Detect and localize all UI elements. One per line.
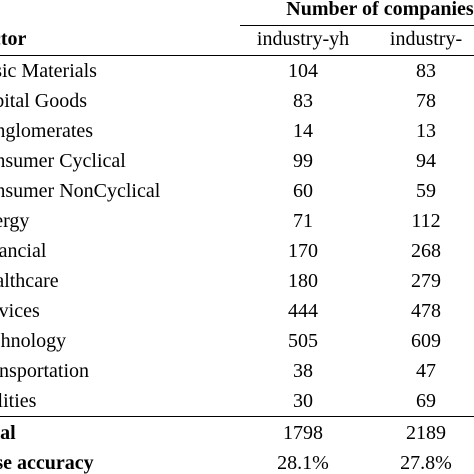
- industry-yh-count: 104: [288, 60, 318, 82]
- total-industry-yh: 1798: [283, 422, 323, 444]
- column-header-industry-other: industry-: [389, 28, 463, 50]
- table-row: Consumer Cyclical 99 94: [0, 146, 474, 176]
- sector-name: Financial: [0, 240, 47, 262]
- industry-other-count: 13: [416, 120, 436, 142]
- table-row: Transportation 38 47: [0, 356, 474, 386]
- industry-other-count: 478: [411, 300, 441, 322]
- sector-name: Conglomerates: [0, 120, 94, 142]
- industry-other-count: 94: [416, 150, 436, 172]
- sector-name: Capital Goods: [0, 90, 87, 112]
- base-accuracy-row: Base accuracy 28.1% 27.8%: [0, 448, 474, 474]
- total-top-rule: [0, 416, 474, 417]
- industry-yh-count: 505: [288, 330, 318, 352]
- table-row: Capital Goods 83 78: [0, 86, 474, 116]
- industry-yh-count: 170: [288, 240, 318, 262]
- industry-yh-count: 60: [293, 180, 313, 202]
- total-row: Total 1798 2189: [0, 418, 474, 448]
- group-header-number-of-companies: Number of companies: [286, 0, 474, 20]
- total-label: Total: [0, 422, 16, 444]
- industry-other-count: 112: [411, 210, 441, 232]
- total-industry-other: 2189: [406, 422, 446, 444]
- industry-yh-count: 71: [293, 210, 313, 232]
- industry-other-count: 59: [416, 180, 436, 202]
- sector-name: Energy: [0, 210, 30, 232]
- table-row: Financial 170 268: [0, 236, 474, 266]
- column-header-industry-yh: industry-yh: [256, 28, 350, 50]
- sector-name: Consumer NonCyclical: [0, 180, 161, 202]
- table-row: Technology 505 609: [0, 326, 474, 356]
- industry-other-count: 268: [411, 240, 441, 262]
- table-row: Services 444 478: [0, 296, 474, 326]
- sector-name: Consumer Cyclical: [0, 150, 126, 172]
- industry-yh-count: 14: [293, 120, 313, 142]
- base-accuracy-label: Base accuracy: [0, 452, 94, 474]
- table-row: Energy 71 112: [0, 206, 474, 236]
- industry-yh-count: 444: [288, 300, 318, 322]
- group-header-rule: [240, 25, 474, 26]
- column-header-sector: Sector: [0, 28, 27, 50]
- industry-other-count: 609: [411, 330, 441, 352]
- table-row: Conglomerates 14 13: [0, 116, 474, 146]
- industry-yh-count: 38: [293, 360, 313, 382]
- industry-yh-count: 83: [293, 90, 313, 112]
- column-header-row: Sector industry-yh industry-: [0, 24, 474, 54]
- table-row: Basic Materials 104 83: [0, 56, 474, 86]
- sector-name: Healthcare: [0, 270, 59, 292]
- sector-name: Services: [0, 300, 40, 322]
- table-row: Utilities 30 69: [0, 386, 474, 416]
- industry-yh-count: 30: [293, 390, 313, 412]
- sector-name: Technology: [0, 330, 67, 352]
- industry-other-count: 279: [411, 270, 441, 292]
- industry-yh-count: 99: [293, 150, 313, 172]
- industry-other-count: 69: [416, 390, 436, 412]
- sector-name: Transportation: [0, 360, 90, 382]
- industry-other-count: 47: [416, 360, 436, 382]
- industry-other-count: 83: [416, 60, 436, 82]
- industry-other-count: 78: [416, 90, 436, 112]
- sector-name: Utilities: [0, 390, 37, 412]
- base-accuracy-industry-other: 27.8%: [400, 452, 452, 474]
- header-bottom-rule: [0, 55, 474, 56]
- industry-yh-count: 180: [288, 270, 318, 292]
- sector-name: Basic Materials: [0, 60, 97, 82]
- table-row: Healthcare 180 279: [0, 266, 474, 296]
- base-accuracy-industry-yh: 28.1%: [277, 452, 329, 474]
- table-row: Consumer NonCyclical 60 59: [0, 176, 474, 206]
